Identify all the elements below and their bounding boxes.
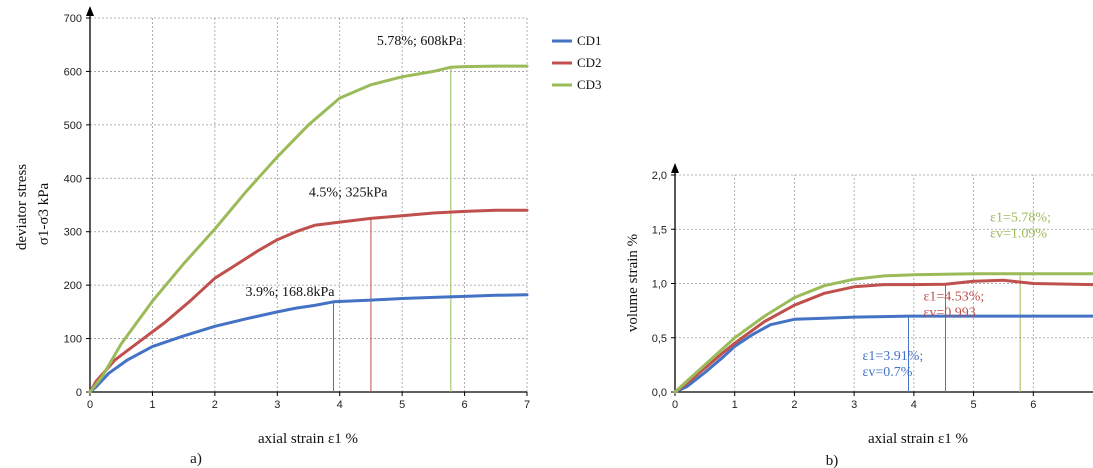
chart-b-ytick-label: 0,5	[652, 333, 667, 345]
chart-b-y-axis-arrow	[671, 163, 679, 173]
chart-a-series-cd1	[88, 293, 529, 394]
chart-a-tick-labels: 0 1 2 3 4 5 6 7 0 100 200 300 400 500 600 700	[64, 13, 530, 411]
chart-a-series-cd3	[88, 64, 529, 394]
chart-a-axes	[86, 6, 528, 396]
chart-a-ytick-label: 300	[64, 227, 82, 239]
chart-a-annotations: 3.9%; 168.8kPa 4.5%; 325kPa 5.78%; 608kPa	[245, 34, 463, 300]
chart-b-xtick-label: 3	[851, 399, 857, 411]
chart-a-annotation-cd1: 3.9%; 168.8kPa	[245, 285, 335, 300]
chart-a-grid	[90, 17, 528, 392]
chart-b-series-cd3	[673, 272, 1093, 394]
chart-b-ytick-label: 1,5	[652, 224, 667, 236]
chart-b-annotation-cd3-volume: εv=1.09%	[990, 227, 1047, 242]
chart-a-xtick-label: 7	[524, 399, 530, 411]
chart-b-ylabel: volume strain %	[625, 234, 641, 332]
chart-b-xtick-label: 0	[672, 399, 678, 411]
chart-a-annotation-cd3: 5.78%; 608kPa	[377, 34, 463, 49]
chart-a-panel-label: a)	[190, 451, 202, 467]
chart-a-xtick-label: 3	[274, 399, 280, 411]
chart-b: 0 1 2 3 4 5 60,00,51,01,52,0 ε1=3.91%;εv=0.7%ε…	[625, 163, 1093, 468]
chart-b-drop-lines	[907, 273, 1021, 392]
chart-a: 0 1 2 3 4 5 6 7 0 100 200 300 400 500 600 700 3.9%; 168…	[14, 6, 530, 467]
chart-a-xtick-label: 5	[399, 399, 405, 411]
chart-b-xtick-label: 2	[791, 399, 797, 411]
chart-b-annotation-cd1-strain: ε1=3.91%;	[862, 349, 923, 364]
chart-a-annotation-cd2: 4.5%; 325kPa	[309, 185, 388, 200]
chart-b-panel-label: b)	[826, 453, 839, 468]
chart-a-y-axis-arrow	[86, 6, 94, 16]
chart-a-xlabel: axial strain ε1 %	[258, 431, 358, 447]
chart-b-xtick-label: 6	[1030, 399, 1036, 411]
chart-a-ytick-label: 0	[76, 387, 82, 399]
chart-a-ytick-label: 100	[64, 334, 82, 346]
chart-a-xtick-label: 4	[337, 399, 343, 411]
chart-a-xtick-label: 6	[462, 399, 468, 411]
chart-a-series-cd2	[88, 208, 529, 394]
chart-a-ytick-label: 500	[64, 120, 82, 132]
chart-a-ytick-label: 600	[64, 66, 82, 78]
chart-a-ytick-label: 700	[64, 13, 82, 25]
chart-b-tick-labels: 0 1 2 3 4 5 6 0,0 0,5 1,0 1,5 2,0	[652, 170, 1037, 411]
chart-b-series-cd1	[673, 314, 1093, 394]
chart-b-xtick-label: 5	[971, 399, 977, 411]
chart-b-ytick-label: 0,0	[652, 387, 667, 399]
chart-b-series	[673, 272, 1093, 394]
chart-b-axes	[671, 163, 1093, 396]
chart-a-xtick-label: 1	[149, 399, 155, 411]
chart-b-annotation-cd2-strain: ε1=4.53%;	[924, 289, 985, 304]
chart-a-ytick-label: 400	[64, 173, 82, 185]
chart-b-ytick-label: 2,0	[652, 170, 667, 182]
legend-label-cd2: CD2	[577, 55, 602, 70]
chart-b-annotation-cd2-volume: εv=0.993	[924, 305, 976, 320]
chart-a-xtick-label: 0	[87, 399, 93, 411]
chart-a-ylabel: deviator stress	[14, 164, 30, 250]
chart-a-ylabel-sub: σ1-σ3 kPa	[36, 182, 52, 245]
chart-b-xlabel: axial strain ε1 %	[868, 431, 968, 447]
chart-a-series	[88, 64, 529, 394]
chart-b-annotation-cd1-volume: εv=0.7%	[862, 365, 912, 380]
chart-b-xtick-label: 1	[732, 399, 738, 411]
chart-a-xtick-label: 2	[212, 399, 218, 411]
chart-b-annotations: ε1=3.91%;εv=0.7% ε1=4.53%;εv=0.993 ε1=5.78…	[862, 211, 1050, 380]
chart-a-ytick-label: 200	[64, 280, 82, 292]
legend-label-cd3: CD3	[577, 77, 602, 92]
chart-legend: CD1 CD2 CD3	[552, 33, 602, 92]
chart-a-drop-lines	[332, 67, 452, 392]
chart-b-ytick-label: 1,0	[652, 279, 667, 291]
chart-b-series-cd2	[673, 278, 1093, 394]
legend-label-cd1: CD1	[577, 33, 602, 48]
chart-b-xtick-label: 4	[911, 399, 917, 411]
chart-b-annotation-cd3-strain: ε1=5.78%;	[990, 211, 1051, 226]
